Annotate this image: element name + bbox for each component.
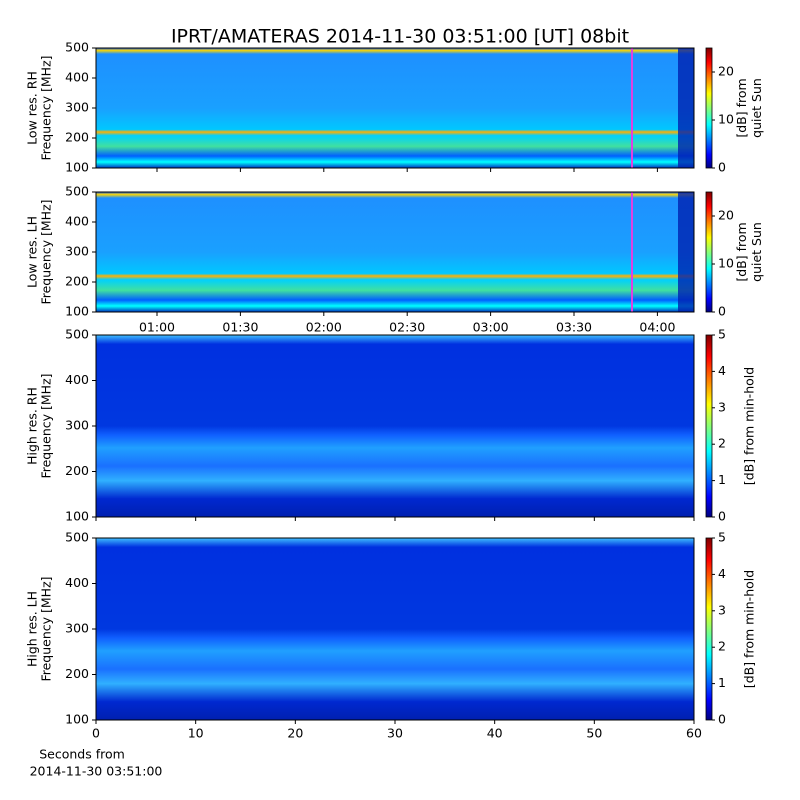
data-gap <box>678 192 694 312</box>
colorbar-tick-label: 3 <box>718 399 726 414</box>
y-tick-label: 200 <box>65 463 89 478</box>
colorbar <box>705 47 713 169</box>
colorbar-label: [dB] from <box>734 78 749 137</box>
colorbar-tick-label: 2 <box>718 436 726 451</box>
x-tick-label: 60 <box>686 726 702 741</box>
y-axis-label: Frequency [MHz] <box>39 199 54 304</box>
colorbar-label: [dB] from min-hold <box>742 570 757 688</box>
colorbar-tick-label: 1 <box>718 472 726 487</box>
x-axis-label: Seconds from <box>39 747 125 762</box>
colorbar-tick-label: 10 <box>718 112 734 127</box>
x-tick-label: 40 <box>487 726 503 741</box>
y-axis-label: Frequency [MHz] <box>39 576 54 681</box>
colorbar <box>705 191 713 313</box>
x-tick-label: 03:00 <box>473 320 509 335</box>
y-axis-label: Frequency [MHz] <box>39 373 54 478</box>
y-tick-label: 500 <box>65 184 89 199</box>
colorbar-tick-label: 20 <box>718 64 734 79</box>
y-tick-label: 100 <box>65 712 89 727</box>
y-tick-label: 200 <box>65 274 89 289</box>
colorbar-tick-label: 20 <box>718 208 734 223</box>
x-tick-label: 01:00 <box>139 320 175 335</box>
y-tick-label: 400 <box>65 214 89 229</box>
y-tick-label: 300 <box>65 100 89 115</box>
y-tick-label: 500 <box>65 40 89 55</box>
x-tick-label: 30 <box>387 726 403 741</box>
x-tick-label: 03:30 <box>556 320 592 335</box>
spectrogram <box>96 192 694 312</box>
y-tick-label: 400 <box>65 575 89 590</box>
colorbar-tick-label: 3 <box>718 602 726 617</box>
colorbar-tick-label: 1 <box>718 675 726 690</box>
y-tick-label: 100 <box>65 160 89 175</box>
y-tick-label: 500 <box>65 327 89 342</box>
y-tick-label: 300 <box>65 621 89 636</box>
x-tick-label: 02:30 <box>389 320 425 335</box>
colorbar-tick-label: 0 <box>718 160 726 175</box>
colorbar-tick-label: 5 <box>718 530 726 545</box>
spectrogram <box>96 538 694 720</box>
colorbar-tick-label: 10 <box>718 256 734 271</box>
data-gap <box>678 48 694 168</box>
colorbar-label: [dB] from min-hold <box>742 367 757 485</box>
colorbar-tick-label: 5 <box>718 327 726 342</box>
x-tick-label: 01:30 <box>222 320 258 335</box>
y-tick-label: 400 <box>65 70 89 85</box>
x-tick-label: 04:00 <box>639 320 675 335</box>
y-axis-label: Low res. RH <box>25 71 40 145</box>
x-tick-label: 10 <box>188 726 204 741</box>
y-tick-label: 500 <box>65 530 89 545</box>
y-axis-label: Frequency [MHz] <box>39 55 54 160</box>
colorbar-label: [dB] from <box>734 222 749 281</box>
colorbar-tick-label: 2 <box>718 639 726 654</box>
y-axis-label: High res. LH <box>25 591 40 667</box>
spectrogram <box>96 48 694 168</box>
y-tick-label: 300 <box>65 418 89 433</box>
colorbar-tick-label: 4 <box>718 566 726 581</box>
colorbar-label: quiet Sun <box>749 78 764 138</box>
title: IPRT/AMATERAS 2014-11-30 03:51:00 [UT] 0… <box>171 26 629 48</box>
x-tick-label: 02:00 <box>306 320 342 335</box>
y-tick-label: 200 <box>65 666 89 681</box>
x-tick-label: 20 <box>287 726 303 741</box>
colorbar <box>705 334 713 518</box>
y-tick-label: 200 <box>65 130 89 145</box>
y-tick-label: 100 <box>65 304 89 319</box>
y-tick-label: 300 <box>65 244 89 259</box>
y-axis-label: Low res. LH <box>25 216 40 288</box>
y-tick-label: 400 <box>65 372 89 387</box>
colorbar-tick-label: 4 <box>718 363 726 378</box>
y-tick-label: 100 <box>65 509 89 524</box>
colorbar <box>705 537 713 721</box>
spectrogram <box>96 335 694 517</box>
colorbar-tick-label: 0 <box>718 304 726 319</box>
x-tick-label: 50 <box>586 726 602 741</box>
x-tick-label: 0 <box>92 726 100 741</box>
x-axis-label: 2014-11-30 03:51:00 <box>30 764 163 779</box>
y-axis-label: High res. RH <box>25 387 40 465</box>
colorbar-tick-label: 0 <box>718 509 726 524</box>
colorbar-tick-label: 0 <box>718 712 726 727</box>
colorbar-label: quiet Sun <box>749 222 764 282</box>
